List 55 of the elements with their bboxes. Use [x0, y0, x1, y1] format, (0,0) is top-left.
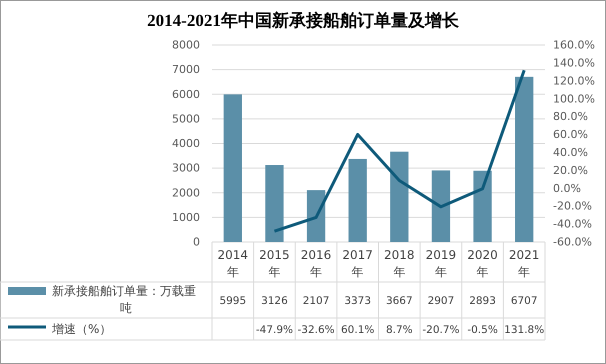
data-label: 2893 [469, 295, 496, 307]
x-tick-label: 2015年 [259, 248, 290, 279]
y-tick-label: 3000 [172, 162, 200, 175]
y2-tick-label: 120.0% [553, 74, 595, 88]
data-label: -32.6% [297, 324, 335, 336]
y-tick-label: 5000 [172, 112, 200, 126]
y-tick-label: 7000 [172, 63, 200, 76]
legend-label: 新承接船舶订单量：万载重吨 [52, 284, 196, 315]
data-label: 6707 [510, 295, 538, 307]
x-tick-label: 2020年 [467, 248, 498, 279]
x-tick-label: 2016年 [300, 248, 332, 279]
legend-label: 增速（%） [51, 322, 112, 336]
y-tick-label: 0 [193, 236, 200, 249]
bar [515, 76, 534, 242]
line-series [272, 68, 526, 233]
data-label: 131.8% [504, 324, 544, 336]
data-label: 5995 [219, 295, 246, 307]
y-tick-label: 4000 [172, 137, 200, 150]
data-label: 3373 [344, 295, 372, 307]
y2-tick-label: 140.0% [553, 56, 595, 70]
y2-tick-label: 160.0% [553, 38, 595, 52]
y2-tick-label: 0.0% [553, 182, 581, 195]
data-label: -20.7% [422, 324, 460, 336]
y2-tick-label: 80.0% [553, 110, 588, 124]
data-label: 2907 [428, 295, 454, 307]
bar [473, 170, 492, 242]
data-label: 60.1% [341, 324, 374, 336]
bar [265, 165, 284, 242]
y-tick-label: 1000 [172, 210, 200, 224]
data-label: 2107 [302, 295, 330, 307]
bar [390, 152, 408, 242]
x-tick-label: 2014年 [218, 248, 248, 279]
y2-tick-label: -20.0% [553, 200, 592, 213]
bar [224, 94, 242, 242]
x-tick-label: 2017年 [342, 248, 373, 279]
bar [432, 170, 450, 242]
data-label: -47.9% [256, 324, 294, 336]
y2-tick-label: -60.0% [553, 236, 592, 249]
x-tick-label: 2021年 [508, 248, 540, 279]
y2-tick-label: 60.0% [553, 128, 588, 142]
chart-title: 2014-2021年中国新承接船舶订单量及增长 [147, 11, 460, 30]
data-label: 3126 [261, 295, 288, 307]
y2-tick-label: 40.0% [553, 146, 588, 159]
x-tick-label: 2018年 [384, 248, 415, 279]
y-tick-label: 2000 [172, 186, 200, 200]
y2-tick-label: 100.0% [553, 92, 595, 106]
y2-tick-label: 20.0% [553, 164, 588, 177]
data-label: 8.7% [386, 324, 413, 336]
x-tick-label: 2019年 [426, 248, 456, 279]
y-tick-label: 6000 [172, 88, 200, 101]
y2-tick-label: -40.0% [553, 218, 592, 231]
y-tick-label: 8000 [172, 38, 200, 52]
data-label: -0.5% [467, 324, 498, 336]
bar [348, 158, 367, 242]
data-label: 3667 [386, 295, 413, 307]
